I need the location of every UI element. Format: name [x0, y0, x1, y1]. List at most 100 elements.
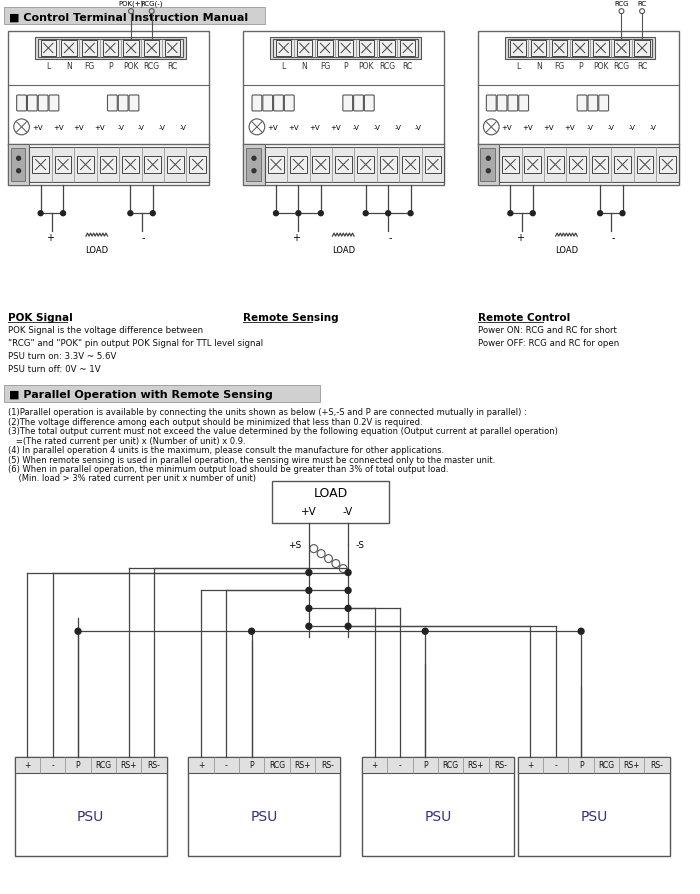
Circle shape [150, 212, 155, 216]
FancyBboxPatch shape [508, 96, 518, 112]
Text: L: L [46, 62, 50, 71]
Bar [41, 41, 56, 57]
Bar [35, 38, 186, 60]
Text: +V: +V [74, 125, 84, 131]
Bar [362, 757, 514, 856]
Text: +V: +V [52, 125, 64, 131]
Text: -V: -V [343, 506, 354, 516]
Text: +S: +S [288, 541, 301, 550]
Bar [547, 156, 564, 173]
Text: -: - [51, 760, 54, 769]
Text: N: N [302, 62, 307, 71]
Text: (6) When in parallel operation, the minimum output load should be greater than 3: (6) When in parallel operation, the mini… [8, 465, 448, 474]
Bar [518, 757, 670, 772]
Text: RCG: RCG [598, 760, 615, 769]
Circle shape [274, 212, 279, 216]
Text: POK: POK [123, 62, 139, 71]
FancyBboxPatch shape [38, 96, 48, 112]
Text: -V: -V [117, 125, 124, 131]
Text: ■ Control Terminal Instruction Manual: ■ Control Terminal Instruction Manual [9, 13, 248, 22]
FancyBboxPatch shape [365, 96, 374, 112]
Bar [505, 38, 655, 60]
FancyBboxPatch shape [486, 96, 496, 112]
Text: P: P [344, 62, 348, 71]
Bar [273, 40, 418, 58]
Text: P: P [249, 760, 254, 769]
Bar [297, 41, 312, 57]
FancyBboxPatch shape [519, 96, 528, 112]
Bar [362, 757, 514, 772]
Text: -S: -S [356, 541, 365, 550]
Circle shape [345, 587, 351, 594]
FancyBboxPatch shape [108, 96, 118, 112]
Text: N: N [66, 62, 72, 71]
Circle shape [531, 212, 536, 216]
Text: P: P [423, 760, 428, 769]
Bar [290, 156, 307, 173]
Bar [477, 32, 678, 186]
Bar [276, 41, 291, 57]
Circle shape [128, 212, 133, 216]
FancyBboxPatch shape [598, 96, 608, 112]
Text: -V: -V [650, 125, 657, 131]
FancyBboxPatch shape [118, 96, 128, 112]
Text: (3)The total output current must not exceed the value determined by the followin: (3)The total output current must not exc… [8, 426, 558, 435]
Text: POK(+): POK(+) [118, 1, 144, 7]
Bar [82, 41, 97, 57]
Circle shape [578, 628, 584, 635]
Bar [357, 156, 374, 173]
Text: -: - [554, 760, 557, 769]
Bar [593, 41, 608, 57]
Text: POK: POK [358, 62, 374, 71]
Bar [524, 156, 541, 173]
Text: (2)The voltage difference among each output should be minimized that less than 0: (2)The voltage difference among each out… [8, 417, 423, 426]
Text: FG: FG [85, 62, 95, 71]
Text: PSU: PSU [424, 809, 452, 823]
Circle shape [296, 212, 301, 216]
Text: -V: -V [608, 125, 615, 131]
Text: LOAD: LOAD [85, 246, 108, 255]
Bar [38, 40, 183, 58]
Bar [265, 148, 444, 183]
Bar [10, 148, 25, 182]
Bar [499, 148, 678, 183]
Circle shape [75, 628, 81, 635]
Text: +V: +V [32, 125, 43, 131]
Circle shape [306, 587, 312, 594]
Bar [508, 40, 652, 58]
Text: -: - [389, 232, 392, 243]
Circle shape [306, 624, 312, 629]
Text: PSU: PSU [77, 809, 104, 823]
Bar [569, 156, 586, 173]
Text: +V: +V [301, 506, 317, 516]
Text: +V: +V [522, 125, 533, 131]
Bar [188, 757, 340, 856]
Text: +V: +V [330, 125, 340, 131]
Text: +: + [25, 760, 31, 769]
Text: RCG: RCG [613, 62, 629, 71]
Bar [8, 32, 209, 186]
Text: -V: -V [394, 125, 401, 131]
Text: +V: +V [267, 125, 278, 131]
Bar [122, 156, 139, 173]
Text: +: + [46, 232, 54, 243]
Bar [62, 41, 77, 57]
FancyBboxPatch shape [343, 96, 353, 112]
Text: -V: -V [373, 125, 380, 131]
Text: RS+: RS+ [468, 760, 484, 769]
FancyBboxPatch shape [17, 96, 27, 112]
Text: -V: -V [629, 125, 636, 131]
Text: LOAD: LOAD [332, 246, 355, 255]
FancyBboxPatch shape [262, 96, 272, 112]
Text: (4) In parallel operation 4 units is the maximum, please consult the manufacture: (4) In parallel operation 4 units is the… [8, 445, 444, 455]
Text: RCG: RCG [269, 760, 285, 769]
Text: ■ Parallel Operation with Remote Sensing: ■ Parallel Operation with Remote Sensing [9, 390, 272, 400]
Circle shape [318, 212, 323, 216]
Text: -V: -V [415, 125, 422, 131]
Text: +V: +V [94, 125, 105, 131]
Text: -: - [225, 760, 228, 769]
Text: RS-: RS- [148, 760, 160, 769]
Circle shape [345, 624, 351, 629]
Circle shape [486, 170, 490, 173]
Bar [614, 41, 629, 57]
